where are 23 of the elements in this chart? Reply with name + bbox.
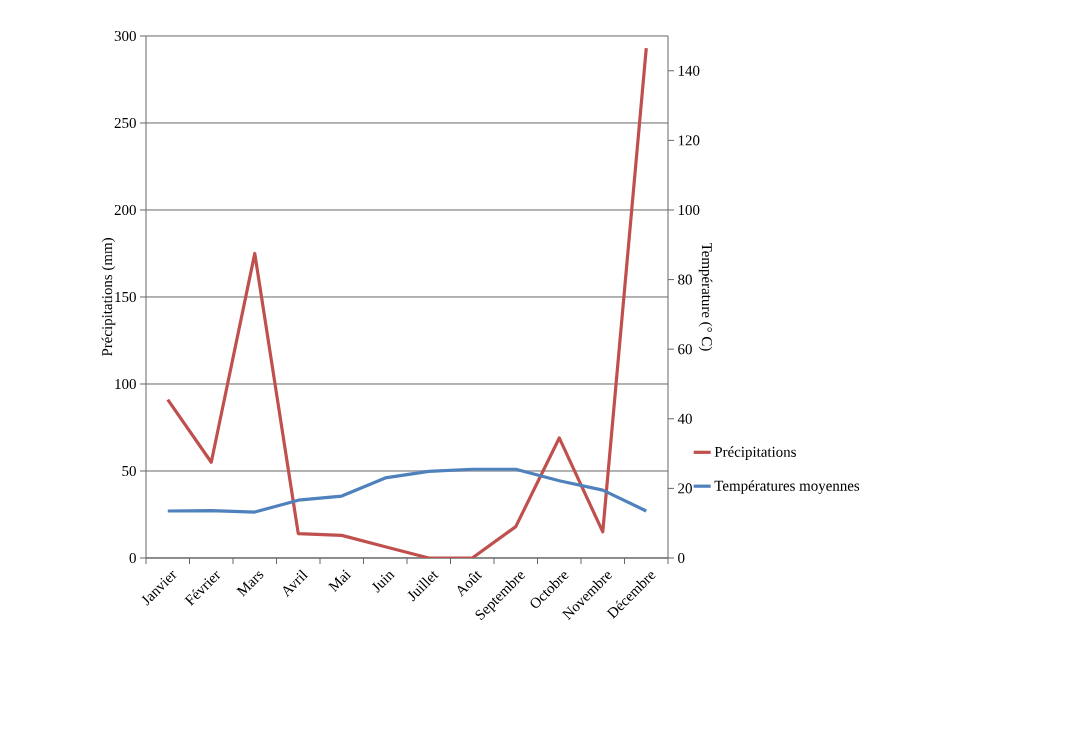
y-tick-label: 50: [122, 465, 136, 477]
x-tick-label: Juin: [371, 571, 395, 593]
y-tick-label: 0: [129, 552, 136, 564]
y2-tick-label: 60: [678, 344, 692, 355]
y-tick-label: 200: [114, 204, 136, 216]
y2-tick-label: 140: [678, 65, 700, 76]
line-series: [166, 46, 648, 558]
line-series: [166, 467, 648, 514]
legend-label: Températures moyennes: [714, 480, 860, 494]
x-tick-label: Mai: [327, 569, 352, 593]
y2-tick-label: 20: [678, 483, 692, 494]
y-axis-title: Précipitations (mm): [101, 238, 116, 357]
y-tick-label: 150: [115, 291, 136, 303]
y-tick-label: 300: [114, 30, 136, 42]
y2-tick-label: 120: [678, 135, 700, 146]
y2-tick-label: 80: [678, 274, 692, 285]
y-tick-label: 100: [115, 378, 136, 390]
y2-tick-label: 0: [678, 552, 685, 564]
legend-label: Précipitations: [714, 446, 796, 460]
y2-tick-label: 100: [678, 204, 700, 216]
y-tick-label: 250: [114, 117, 136, 129]
y2-axis-title: Température (° C): [698, 242, 713, 351]
y2-tick-label: 40: [677, 413, 692, 424]
